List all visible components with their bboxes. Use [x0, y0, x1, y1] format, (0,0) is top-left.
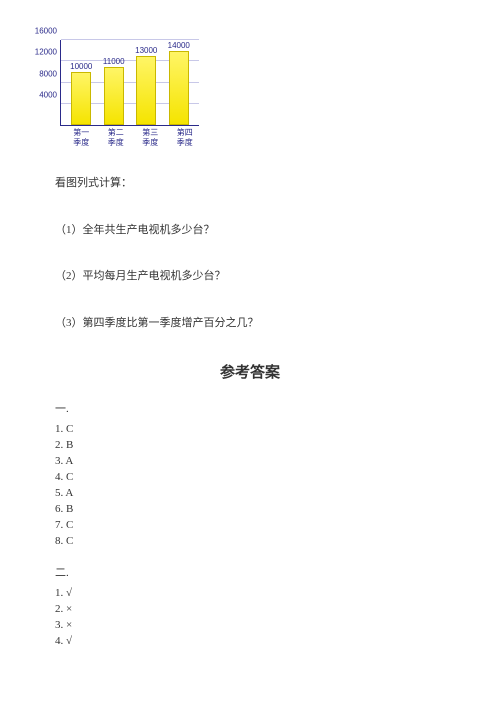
chart-xlabel: 第一季度 — [70, 128, 92, 147]
section-2-item: 1. √ — [55, 586, 445, 602]
chart-prompt: 看图列式计算： — [55, 175, 445, 192]
section-2-label: 二. — [55, 564, 445, 580]
chart-bar-value: 10000 — [70, 62, 92, 71]
chart-ytick: 4000 — [31, 90, 57, 99]
chart-bar-value: 14000 — [168, 41, 190, 50]
answer-heading: 参考答案 — [55, 361, 445, 382]
chart-bar: 14000 — [168, 41, 190, 125]
section-1-item: 2. B — [55, 438, 445, 454]
section-1-label: 一. — [55, 400, 445, 416]
section-1-item: 8. C — [55, 534, 445, 550]
section-2-item: 4. √ — [55, 634, 445, 650]
chart-bar-value: 13000 — [135, 46, 157, 55]
section-1-item: 6. B — [55, 502, 445, 518]
chart-bar-value: 11000 — [103, 57, 125, 66]
chart-bar: 13000 — [135, 46, 157, 125]
section-2-item: 3. × — [55, 618, 445, 634]
section-1-item: 3. A — [55, 454, 445, 470]
chart-bar: 11000 — [103, 57, 125, 125]
question-1: （1）全年共生产电视机多少台？ — [55, 222, 445, 239]
question-3: （3）第四季度比第一季度增产百分之几？ — [55, 315, 445, 332]
chart-ytick: 16000 — [31, 27, 57, 36]
question-2: （2）平均每月生产电视机多少台？ — [55, 268, 445, 285]
section-1-item: 1. C — [55, 422, 445, 438]
chart-ytick: 8000 — [31, 69, 57, 78]
section-1-item: 5. A — [55, 486, 445, 502]
section-1-item: 7. C — [55, 518, 445, 534]
chart-bar: 10000 — [70, 62, 92, 125]
bar-chart: 40008000120001600010000110001300014000 第… — [60, 40, 445, 147]
chart-xlabel: 第三季度 — [139, 128, 161, 147]
chart-ytick: 12000 — [31, 48, 57, 57]
section-2-item: 2. × — [55, 602, 445, 618]
chart-xlabel: 第四季度 — [174, 128, 196, 147]
section-1-item: 4. C — [55, 470, 445, 486]
chart-xlabel: 第二季度 — [105, 128, 127, 147]
